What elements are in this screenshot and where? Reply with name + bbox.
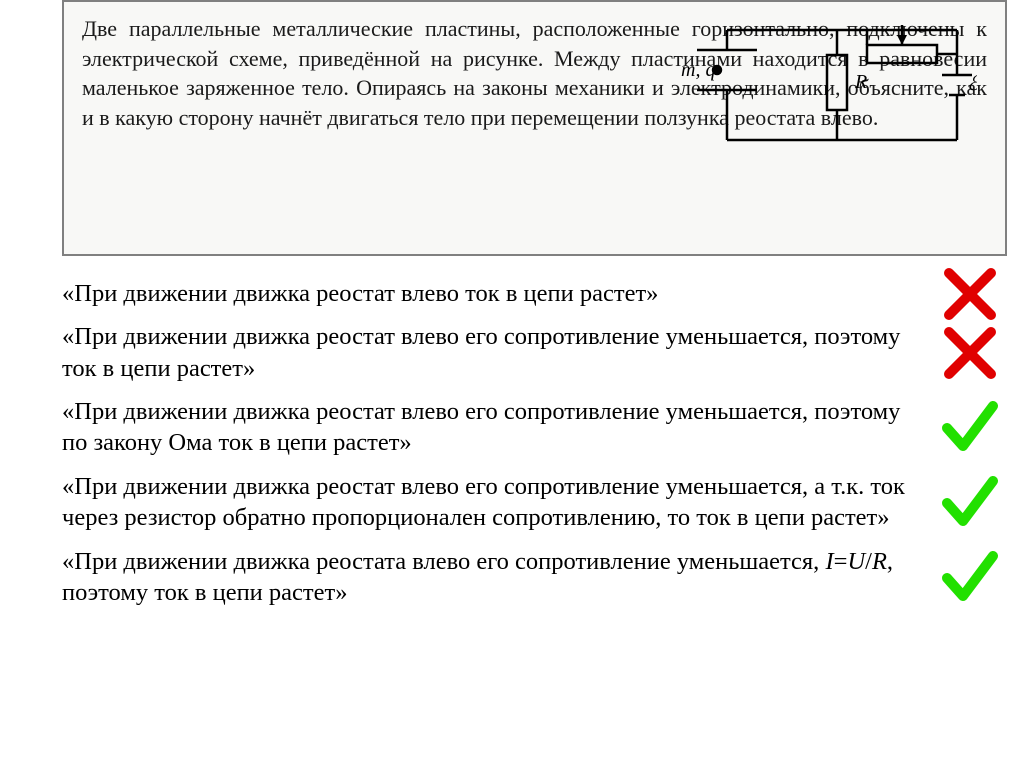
- cross-icon: [941, 324, 999, 382]
- statement-text: «При движении движка реостата влево его …: [62, 546, 917, 609]
- circuit-diagram: m, q R ℰ, r: [677, 20, 977, 155]
- statement-text: «При движении движка реостат влево ток в…: [62, 278, 917, 309]
- check-icon: [941, 473, 999, 531]
- cross-icon: [941, 265, 999, 323]
- statement-item: «При движении движка реостат влево его с…: [62, 321, 1007, 384]
- statement-item: «При движении движка реостат влево ток в…: [62, 278, 1007, 309]
- statement-text: «При движении движка реостат влево его с…: [62, 471, 917, 534]
- statement-text: «При движении движка реостат влево его с…: [62, 396, 917, 459]
- statement-item: «При движении движка реостат влево его с…: [62, 396, 1007, 459]
- problem-box: Две параллельные металлические пластины,…: [62, 0, 1007, 256]
- circuit-label-mq: m, q: [681, 59, 715, 81]
- statement-item: «При движении движка реостат влево его с…: [62, 471, 1007, 534]
- statement-item: «При движении движка реостата влево его …: [62, 546, 1007, 609]
- statements-list: «При движении движка реостат влево ток в…: [62, 278, 1007, 620]
- check-icon: [941, 398, 999, 456]
- check-icon: [941, 548, 999, 606]
- circuit-label-r: R: [854, 71, 867, 93]
- circuit-label-emf: ℰ, r: [967, 73, 977, 95]
- statement-text: «При движении движка реостат влево его с…: [62, 321, 917, 384]
